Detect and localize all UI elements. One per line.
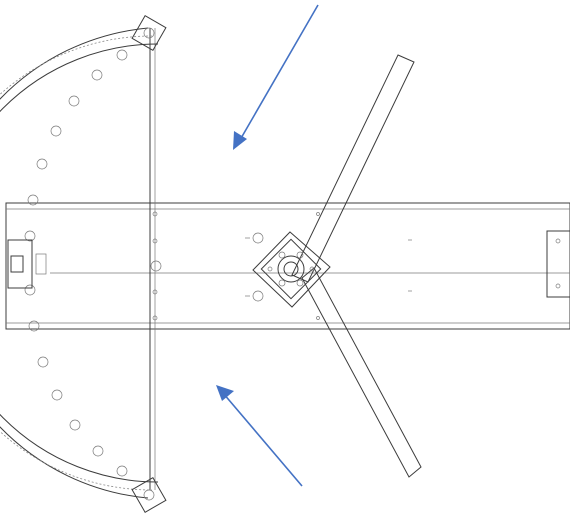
right-end-block bbox=[546, 230, 570, 298]
arrow-up-left-icon bbox=[216, 385, 303, 487]
horizontal-beam bbox=[5, 202, 570, 330]
guide-holes bbox=[150, 211, 162, 321]
curved-track bbox=[0, 27, 159, 499]
beam-features bbox=[245, 212, 412, 320]
left-clamp-block bbox=[7, 239, 47, 289]
arc-holes bbox=[24, 49, 128, 477]
diagonal-arm bbox=[291, 54, 422, 478]
bottom-bracket bbox=[131, 477, 167, 513]
vertical-guide-bars bbox=[149, 28, 156, 490]
arrow-down-left-icon bbox=[233, 4, 319, 150]
central-hub bbox=[252, 231, 331, 308]
top-bracket bbox=[131, 15, 167, 51]
